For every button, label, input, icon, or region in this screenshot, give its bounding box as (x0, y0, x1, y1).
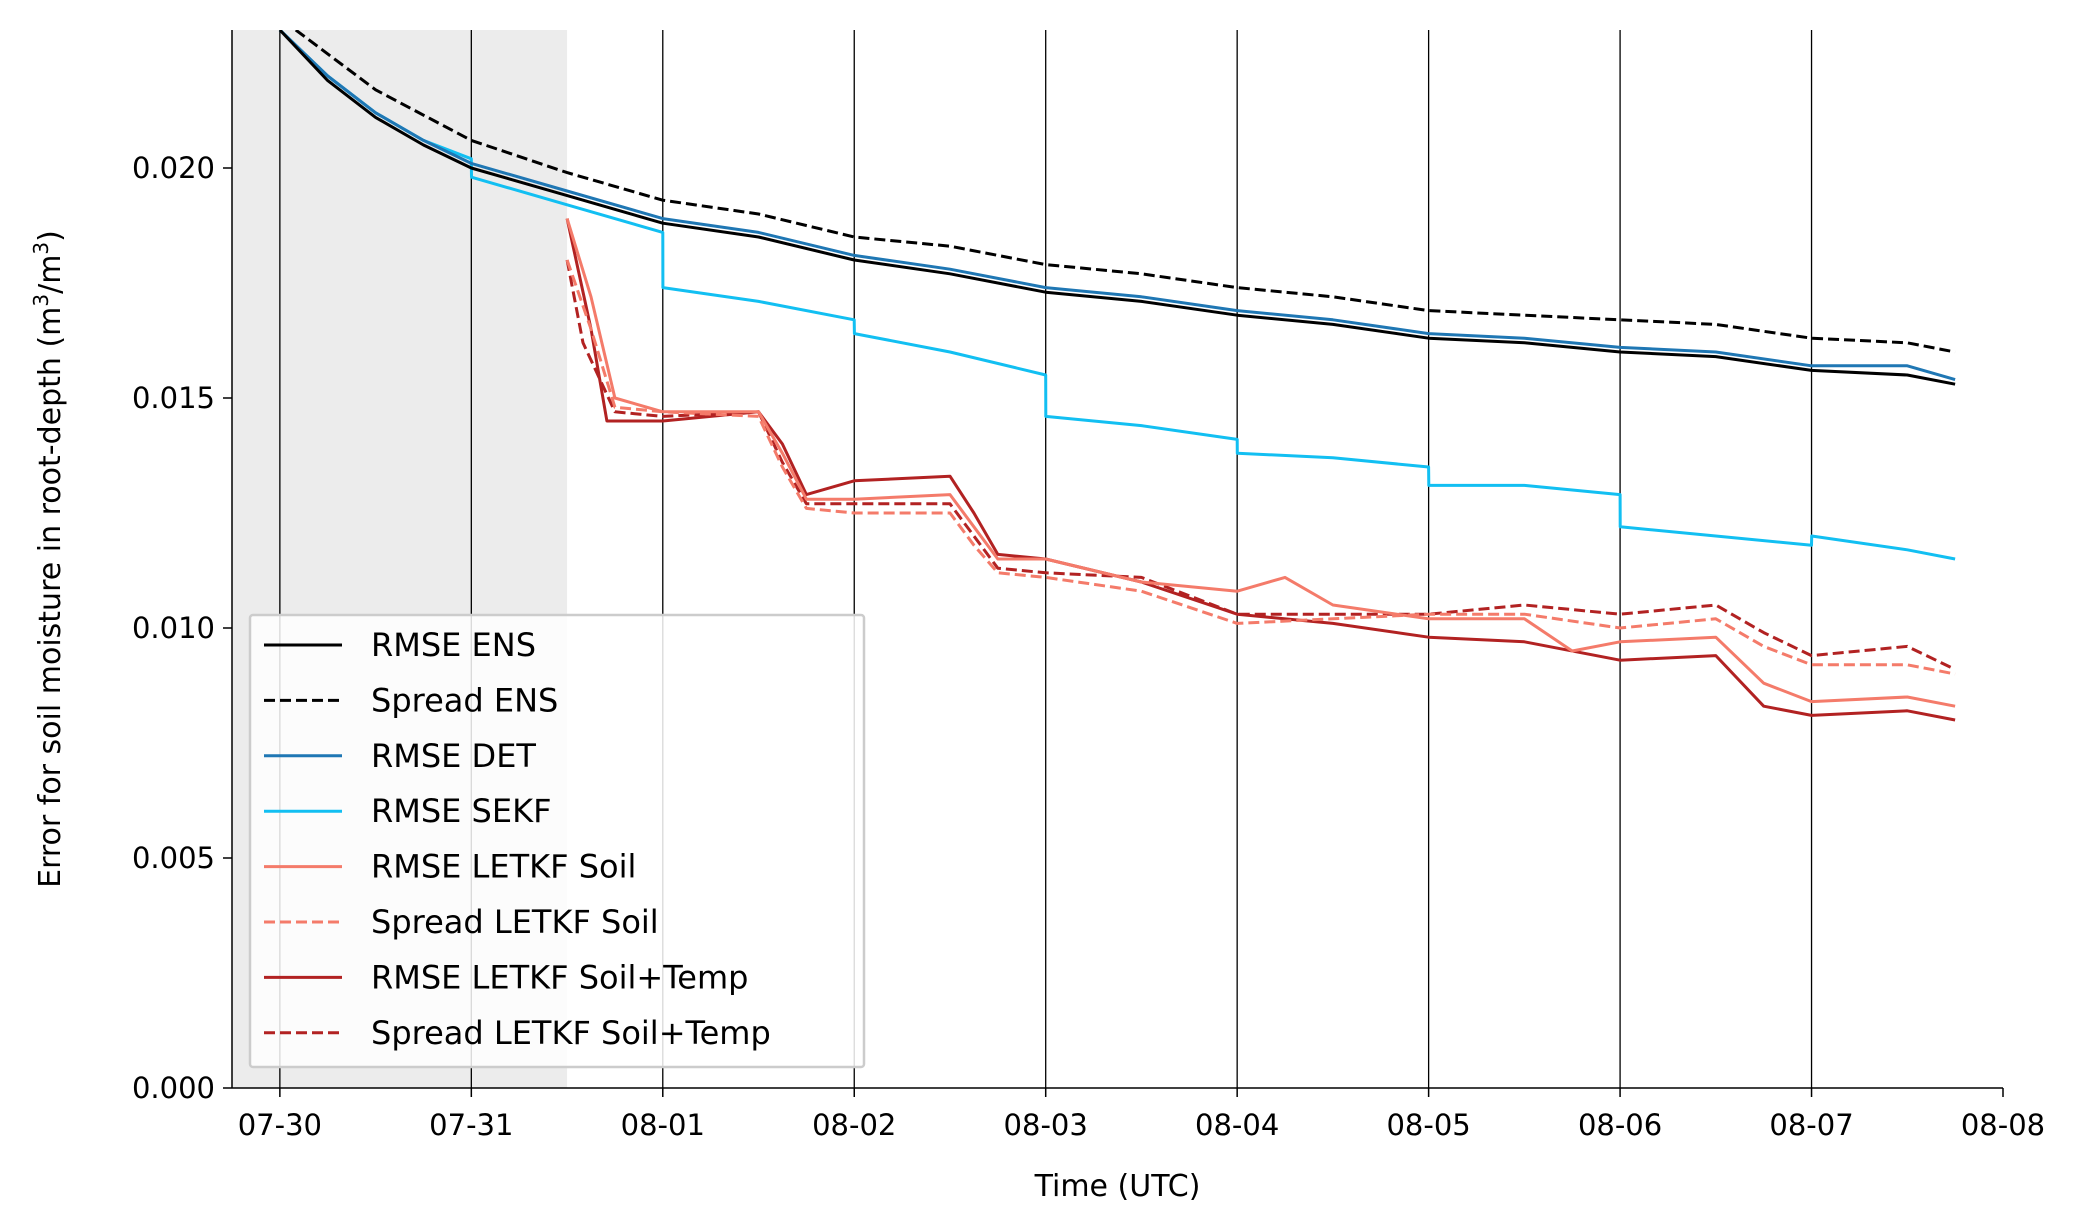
x-tick-label: 08-03 (1004, 1108, 1088, 1142)
y-axis-title-mid: /m (33, 255, 68, 294)
y-axis-ticks: 0.000 0.005 0.010 0.015 0.020 (132, 151, 232, 1105)
y-axis-title-sup-2: 3 (29, 242, 53, 255)
legend-entry-label: Spread LETKF Soil (371, 903, 659, 941)
x-tick-label: 08-05 (1386, 1108, 1470, 1142)
series-line-spread-letkf-soil (565, 259, 1956, 676)
y-axis-title-end: ) (33, 230, 68, 242)
legend-entry-label: RMSE SEKF (371, 792, 551, 830)
y-axis-title-sup-1: 3 (29, 294, 53, 307)
legend-entry-label: Spread LETKF Soil+Temp (371, 1014, 771, 1052)
series-line-spread-ens (294, 30, 1956, 354)
x-tick-label: 08-01 (621, 1108, 705, 1142)
series-line-rmse-letkf-soil (565, 218, 1956, 708)
legend: RMSE ENS Spread ENS RMSE DET RMSE SEKF RMSE … (248, 613, 866, 1069)
x-tick-label: 08-06 (1578, 1108, 1662, 1142)
y-tick-label: 0.010 (132, 611, 215, 645)
x-tick-label: 07-31 (429, 1108, 513, 1142)
series-line-rmse-ens (278, 30, 1956, 386)
legend-entry-label: Spread ENS (371, 681, 558, 719)
legend-entry-label: RMSE LETKF Soil (371, 848, 636, 886)
series-lines (278, 30, 1956, 722)
y-axis-title-main: Error for soil moisture in root-depth (m (33, 307, 68, 888)
series-line-spread-letkf-soil-temp (565, 259, 1956, 671)
y-tick-label: 0.005 (132, 841, 215, 875)
x-tick-label: 08-02 (812, 1108, 896, 1142)
y-tick-label: 0.000 (132, 1071, 215, 1105)
x-tick-label: 08-07 (1769, 1108, 1853, 1142)
legend-entry-label: RMSE LETKF Soil+Temp (371, 958, 748, 996)
x-axis-title: Time (UTC) (1034, 1169, 1201, 1204)
legend-entry-label: RMSE ENS (371, 626, 536, 664)
legend-entry-label: RMSE DET (371, 737, 536, 775)
x-tick-label: 07-30 (238, 1108, 322, 1142)
x-tick-label: 08-08 (1961, 1108, 2045, 1142)
y-axis-title: Error for soil moisture in root-depth (m… (29, 230, 68, 888)
x-axis-ticks: 07-30 07-31 08-01 08-02 08-03 08-04 08-05 08-06… (238, 1088, 2045, 1142)
y-tick-label: 0.020 (132, 151, 215, 185)
legend-frame (248, 613, 866, 1069)
x-tick-label: 08-04 (1195, 1108, 1279, 1142)
y-tick-label: 0.015 (132, 381, 215, 415)
series-line-rmse-det (278, 30, 1956, 382)
series-line-rmse-sekf (278, 30, 1956, 561)
